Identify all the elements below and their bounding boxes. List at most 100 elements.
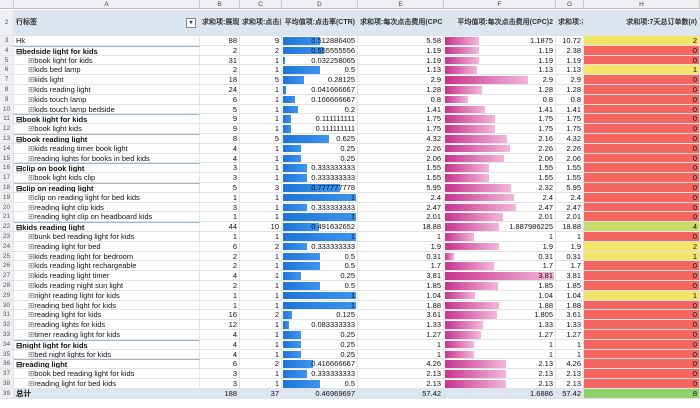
collapse-toggle[interactable]: ⊟ bbox=[16, 164, 23, 174]
cell: 1 bbox=[358, 349, 444, 360]
cpc-bar bbox=[445, 174, 490, 182]
expand-toggle[interactable]: ⊞ bbox=[28, 232, 35, 241]
expand-toggle[interactable]: ⊞ bbox=[28, 281, 35, 290]
cell: 1.28 bbox=[358, 85, 444, 95]
cell: 0 bbox=[584, 94, 700, 105]
row-label: Hk bbox=[14, 36, 200, 46]
cell: 2 bbox=[240, 310, 282, 321]
expand-toggle[interactable]: ⊞ bbox=[28, 261, 35, 271]
label-text: kids reading light timer bbox=[34, 271, 110, 281]
expand-toggle[interactable]: ⊞ bbox=[28, 202, 35, 212]
cpc-bar bbox=[445, 291, 475, 300]
collapse-toggle[interactable]: ⊟ bbox=[16, 135, 23, 144]
cell: 2 bbox=[584, 36, 700, 46]
collapse-toggle[interactable]: ⊟ bbox=[16, 184, 23, 193]
cell: 2 bbox=[240, 241, 282, 252]
cell-value: 0 bbox=[692, 310, 697, 320]
label-text: kids bed lamp bbox=[34, 65, 81, 75]
cpc-bar bbox=[445, 37, 479, 45]
expand-toggle[interactable]: ⊞ bbox=[28, 320, 35, 330]
expand-toggle[interactable]: ⊞ bbox=[28, 124, 35, 134]
expand-toggle[interactable]: ⊞ bbox=[28, 65, 35, 75]
cell-value: 2 bbox=[274, 359, 279, 369]
column-letter: D bbox=[282, 0, 358, 9]
expand-toggle[interactable]: ⊞ bbox=[28, 153, 35, 163]
ctr-bar bbox=[283, 135, 329, 143]
cell-value: 1 bbox=[274, 163, 279, 173]
expand-toggle[interactable]: ⊞ bbox=[28, 290, 35, 300]
cpc-bar bbox=[445, 203, 516, 212]
row-number: 9 bbox=[0, 94, 14, 105]
cell-value: 1.88 bbox=[538, 300, 553, 310]
label-text: reading light for bed bbox=[34, 241, 101, 251]
expand-toggle[interactable]: ⊞ bbox=[28, 212, 35, 222]
cell: 0 bbox=[584, 212, 700, 223]
cell: 0.25 bbox=[282, 330, 358, 340]
expand-toggle[interactable]: ⊞ bbox=[28, 173, 35, 183]
cell: 0.31 bbox=[444, 251, 556, 262]
cell: 1.19 bbox=[358, 45, 444, 56]
cell-value: 0 bbox=[692, 143, 697, 153]
expand-toggle[interactable]: ⊞ bbox=[28, 310, 35, 320]
cpc-bar bbox=[445, 144, 510, 153]
cell: 2 bbox=[240, 45, 282, 56]
expand-toggle[interactable]: ⊞ bbox=[28, 55, 35, 65]
column-header: 求和项:点击量 bbox=[240, 10, 282, 36]
filter-button[interactable]: ▾ bbox=[186, 18, 196, 28]
column-header: 平均值项:点击率(CTR) bbox=[282, 10, 358, 36]
row-number: 23 bbox=[0, 232, 14, 242]
cell-value: 1 bbox=[274, 55, 279, 65]
cell: 1 bbox=[240, 202, 282, 213]
row-label: ⊟bedside light for kids bbox=[14, 45, 200, 56]
expand-toggle[interactable]: ⊞ bbox=[28, 94, 35, 104]
expand-toggle[interactable]: ⊞ bbox=[28, 271, 35, 281]
cell: 0.2 bbox=[282, 104, 358, 115]
cell-value: 0 bbox=[692, 192, 697, 202]
expand-toggle[interactable]: ⊞ bbox=[28, 379, 35, 388]
label-text: reading light for kids bbox=[34, 310, 102, 320]
cell: 2 bbox=[240, 359, 282, 370]
collapse-toggle[interactable]: ⊟ bbox=[16, 360, 23, 370]
collapse-toggle[interactable]: ⊟ bbox=[16, 223, 23, 232]
cell-value: 2.4 bbox=[430, 192, 441, 202]
corner bbox=[0, 0, 14, 9]
ctr-bar bbox=[283, 193, 356, 202]
ctr-bar bbox=[283, 233, 356, 241]
expand-toggle[interactable]: ⊞ bbox=[28, 104, 35, 114]
cpc-bar bbox=[445, 340, 474, 349]
cell: 5.58 bbox=[358, 36, 444, 46]
cell-value: 1.13 bbox=[426, 65, 441, 75]
cell-value: 0.8 bbox=[430, 94, 441, 104]
cell-value: 3 bbox=[232, 369, 237, 379]
expand-toggle[interactable]: ⊞ bbox=[28, 369, 35, 379]
expand-toggle[interactable]: ⊞ bbox=[28, 241, 35, 251]
cell-value: 4 bbox=[232, 143, 237, 153]
cell-value: 2 bbox=[232, 281, 237, 290]
expand-toggle[interactable]: ⊞ bbox=[28, 143, 35, 153]
cell: 1.55 bbox=[556, 173, 584, 183]
expand-toggle[interactable]: ⊞ bbox=[28, 75, 35, 85]
expand-toggle[interactable]: ⊞ bbox=[28, 192, 35, 202]
cell: 2.01 bbox=[444, 212, 556, 223]
cell-value: 0 bbox=[692, 85, 697, 94]
cell-value: 0.25 bbox=[340, 339, 355, 349]
cell: 0 bbox=[584, 153, 700, 164]
cell: 0.8 bbox=[556, 94, 584, 105]
collapse-toggle[interactable]: ⊟ bbox=[16, 340, 23, 350]
collapse-toggle[interactable]: ⊟ bbox=[16, 115, 23, 125]
label-text: kids reading light bbox=[22, 223, 85, 232]
collapse-toggle[interactable]: ⊟ bbox=[16, 46, 23, 56]
cpc-bar bbox=[445, 311, 497, 319]
cell: 1 bbox=[200, 212, 240, 223]
column-letter: G bbox=[556, 0, 584, 9]
cell: 2.13 bbox=[444, 369, 556, 379]
expand-toggle[interactable]: ⊞ bbox=[28, 349, 35, 359]
expand-toggle[interactable]: ⊞ bbox=[28, 300, 35, 310]
ctr-bar bbox=[283, 262, 320, 270]
row-label: ⊞kids reading light timer bbox=[14, 271, 200, 281]
expand-toggle[interactable]: ⊞ bbox=[28, 85, 35, 94]
label-text: book light for kids bbox=[34, 55, 93, 65]
expand-toggle[interactable]: ⊞ bbox=[28, 330, 35, 339]
expand-toggle[interactable]: ⊞ bbox=[28, 251, 35, 261]
cell: 2.38 bbox=[556, 45, 584, 56]
